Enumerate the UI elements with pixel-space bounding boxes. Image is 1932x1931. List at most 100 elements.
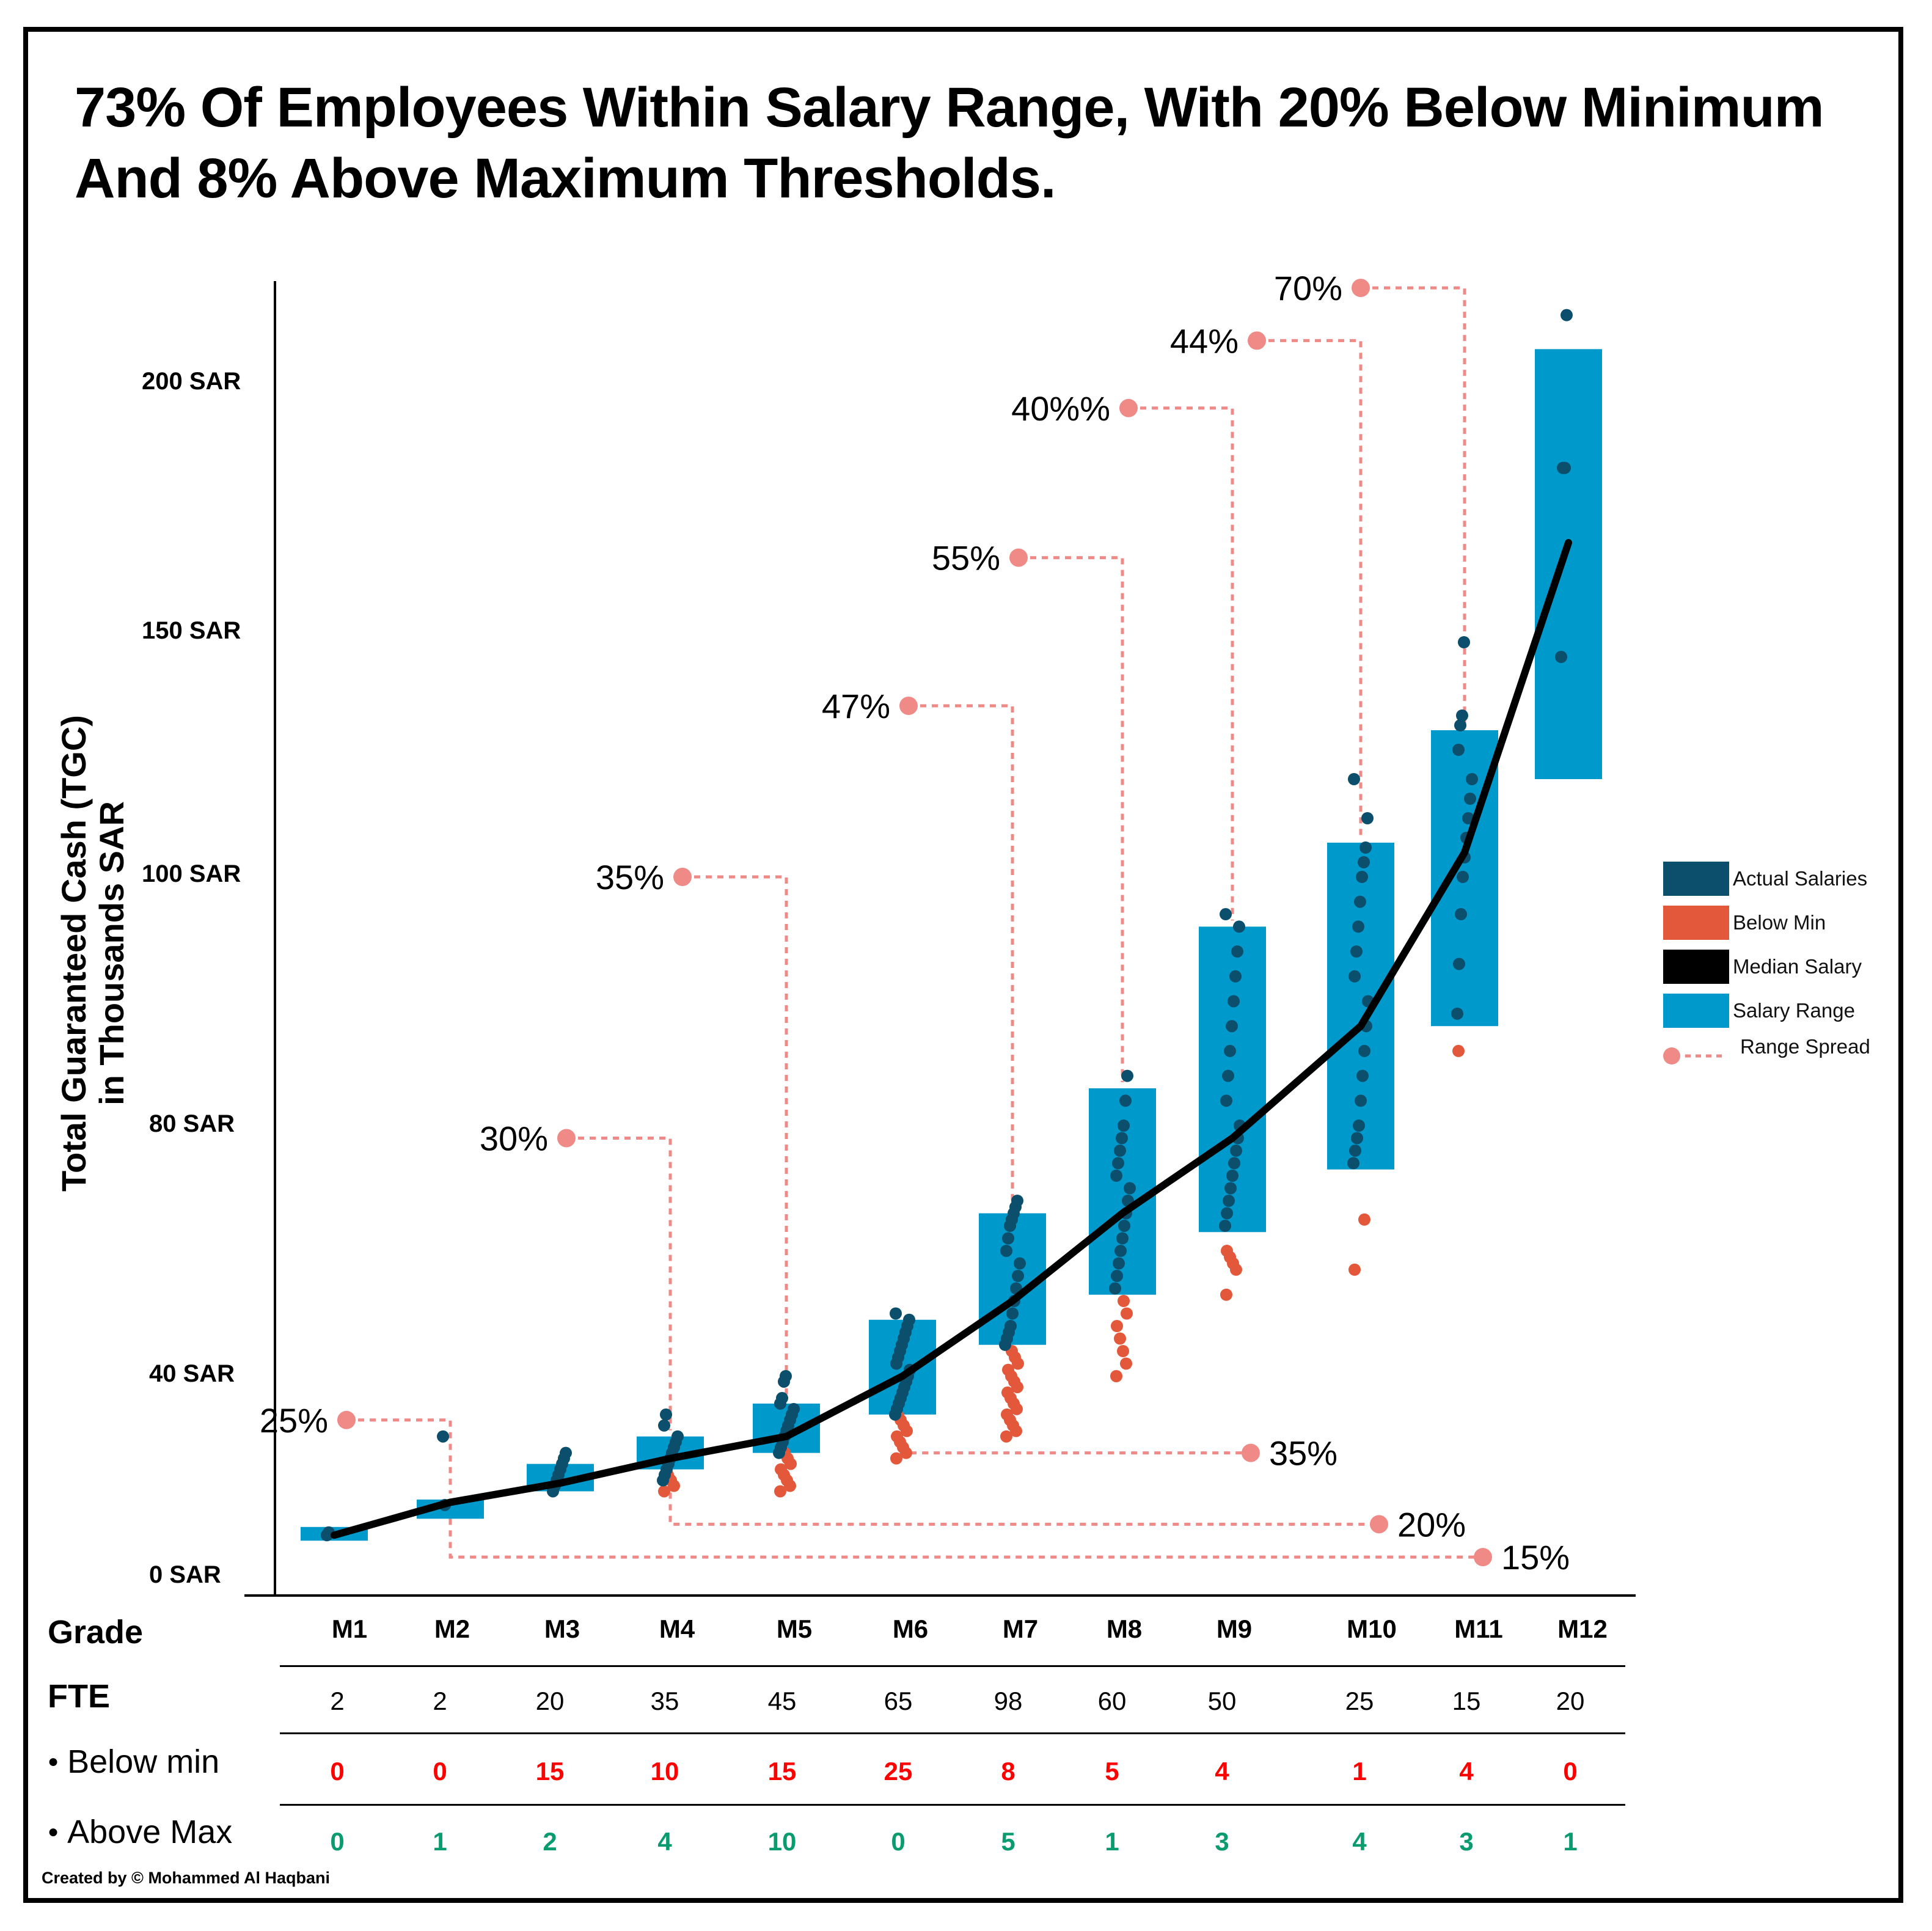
table-cell-below-min: 15 — [535, 1757, 565, 1786]
actual-salary-point — [1014, 1257, 1026, 1270]
actual-salary-point — [1116, 1232, 1129, 1245]
range-spread-connector — [909, 704, 1014, 1207]
table-cell-below-min: 5 — [1105, 1757, 1119, 1786]
table-cell-grade: M2 — [434, 1614, 470, 1643]
actual-salary-point — [1350, 945, 1363, 958]
range-spread-marker — [1370, 1515, 1388, 1534]
range-spread-marker — [557, 1129, 576, 1148]
actual-salary-point — [1466, 773, 1478, 785]
below-min-point — [1000, 1430, 1012, 1443]
legend-swatch-range — [1663, 994, 1729, 1028]
actual-salary-point — [1348, 773, 1360, 785]
table-cell-below-min: 8 — [1001, 1757, 1015, 1786]
table-cell-above-max: 1 — [433, 1827, 447, 1856]
actual-salary-point — [1355, 1094, 1367, 1107]
actual-salary-point — [1116, 1132, 1128, 1145]
below-min-point — [1118, 1295, 1130, 1307]
actual-salary-point — [437, 1430, 449, 1443]
table-header-grade: Grade — [48, 1614, 144, 1651]
actual-salary-point — [1458, 636, 1470, 648]
actual-salary-point — [1113, 1257, 1125, 1270]
below-min-point — [774, 1485, 786, 1498]
actual-salary-point — [1110, 1170, 1122, 1182]
table-cell-grade: M3 — [544, 1614, 580, 1643]
below-min-point — [1111, 1320, 1123, 1332]
actual-salary-point — [1002, 1232, 1014, 1245]
actual-salary-point — [1230, 1145, 1242, 1157]
range-spread-marker — [1242, 1443, 1260, 1462]
actual-salary-point — [1233, 920, 1245, 933]
table-cell-below-min: 4 — [1215, 1757, 1229, 1786]
table-header-above-label: Above Max — [67, 1814, 233, 1850]
legend-salary-range: Salary Range — [1663, 994, 1855, 1028]
actual-salary-point — [1353, 1119, 1365, 1132]
below-min-point — [1452, 1044, 1465, 1057]
actual-salary-point — [1224, 1182, 1237, 1195]
range-spread-marker — [1248, 331, 1266, 350]
y-tick-label: 80 SAR — [149, 1110, 235, 1137]
actual-salary-point — [1119, 1094, 1132, 1107]
legend-label: Actual Salaries — [1733, 867, 1868, 890]
actual-salary-point — [1220, 908, 1232, 921]
range-spread-connector — [1019, 556, 1124, 1082]
legend-range-spread: Range Spread — [1663, 1034, 1870, 1068]
actual-salary-point — [1221, 1207, 1233, 1220]
table-divider — [280, 1665, 1625, 1667]
table-cell-grade: M10 — [1347, 1614, 1397, 1643]
range-spread-label: 47% — [822, 687, 890, 725]
actual-salary-point — [1348, 970, 1361, 983]
actual-salary-point — [660, 1408, 672, 1421]
y-tick-label: 100 SAR — [142, 860, 241, 887]
range-spread-connector — [1129, 406, 1234, 921]
range-spread-label: 25% — [260, 1401, 328, 1440]
table-cell-grade: M1 — [331, 1614, 368, 1643]
table-cell-above-max: 4 — [1352, 1827, 1367, 1856]
actual-salary-point — [1011, 1195, 1023, 1207]
actual-salary-point — [1453, 958, 1465, 970]
table-cell-below-min: 0 — [330, 1757, 345, 1786]
actual-salary-point — [1224, 1044, 1236, 1057]
actual-salary-point — [1118, 1119, 1130, 1132]
actual-salary-point — [1356, 1069, 1369, 1082]
actual-salary-point — [1223, 1195, 1235, 1207]
below-min-point — [1117, 1345, 1129, 1357]
table-cell-below-min: 25 — [884, 1757, 913, 1786]
range-spread-label: 35% — [596, 858, 664, 896]
y-tick-label: 0 SAR — [149, 1561, 221, 1588]
range-spread-connector — [1361, 286, 1466, 724]
actual-salary-point — [1112, 1157, 1124, 1170]
credit-text: Created by © Mohammed Al Haqbani — [42, 1869, 330, 1887]
table-cell-grade: M4 — [659, 1614, 695, 1643]
legend-swatch-below — [1663, 906, 1729, 940]
range-spread-label: 35% — [1269, 1434, 1337, 1473]
table-cell-grade: M6 — [892, 1614, 929, 1643]
actual-salary-point — [1004, 1320, 1017, 1332]
range-spread-label: 15% — [1501, 1538, 1570, 1577]
chart-frame — [23, 27, 1903, 1903]
table-cell-fte: 98 — [993, 1687, 1023, 1715]
table-cell-fte: 25 — [1345, 1687, 1374, 1715]
actual-salary-point — [1358, 856, 1370, 868]
table-cell-above-max: 5 — [1001, 1827, 1015, 1856]
table-header-above: ● Above Max — [48, 1813, 232, 1851]
actual-salary-point — [1219, 1220, 1231, 1232]
range-spread-label: 55% — [932, 539, 1000, 577]
actual-salary-point — [788, 1402, 800, 1415]
y-tick-label: 200 SAR — [142, 368, 241, 395]
y-tick-label: 150 SAR — [142, 617, 241, 644]
legend-median-salary: Median Salary — [1663, 950, 1862, 984]
range-spread-marker — [1474, 1548, 1492, 1567]
table-cell-grade: M5 — [776, 1614, 813, 1643]
table-cell-above-max: 3 — [1215, 1827, 1229, 1856]
table-header-below-label: Below min — [67, 1743, 220, 1780]
below-min-point — [1001, 1386, 1014, 1399]
table-cell-grade: M9 — [1216, 1614, 1253, 1643]
below-min-point — [1001, 1408, 1013, 1421]
table-cell-grade: M12 — [1557, 1614, 1608, 1643]
table-cell-above-max: 3 — [1459, 1827, 1474, 1856]
below-min-point — [658, 1485, 670, 1498]
below-min-point — [1358, 1213, 1370, 1226]
actual-salary-point — [1559, 461, 1571, 474]
below-min-point — [1114, 1332, 1126, 1345]
table-cell-fte: 60 — [1097, 1687, 1127, 1715]
